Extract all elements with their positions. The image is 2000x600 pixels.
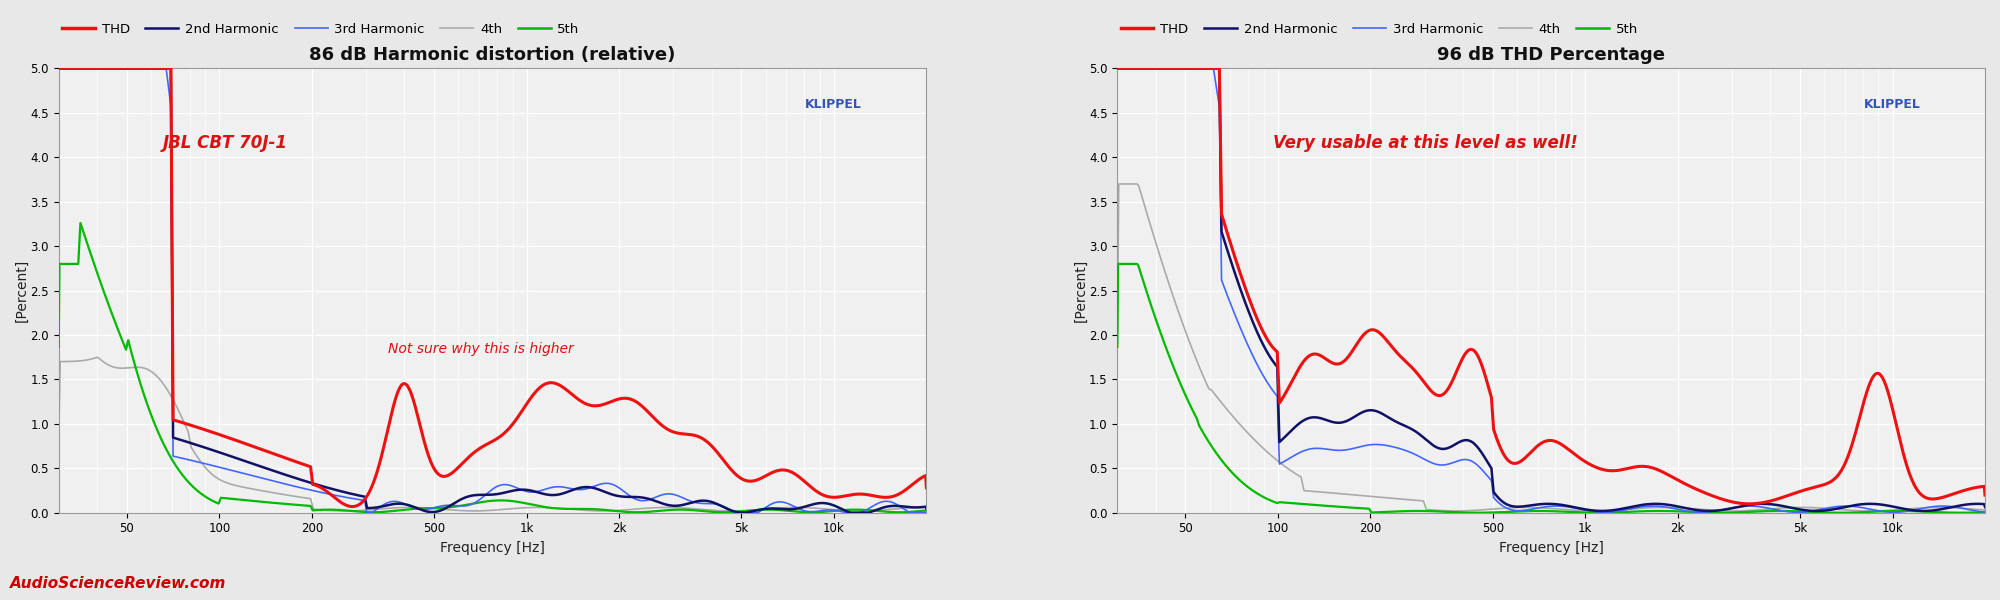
Y-axis label: [Percent]: [Percent] bbox=[1074, 259, 1088, 322]
Text: KLIPPEL: KLIPPEL bbox=[804, 98, 862, 112]
Text: Very usable at this level as well!: Very usable at this level as well! bbox=[1274, 134, 1578, 152]
Legend: THD, 2nd Harmonic, 3rd Harmonic, 4th, 5th: THD, 2nd Harmonic, 3rd Harmonic, 4th, 5t… bbox=[1116, 17, 1644, 41]
Text: KLIPPEL: KLIPPEL bbox=[1864, 98, 1920, 112]
Legend: THD, 2nd Harmonic, 3rd Harmonic, 4th, 5th: THD, 2nd Harmonic, 3rd Harmonic, 4th, 5t… bbox=[56, 17, 584, 41]
Text: Not sure why this is higher: Not sure why this is higher bbox=[388, 342, 574, 356]
Title: 86 dB Harmonic distortion (relative): 86 dB Harmonic distortion (relative) bbox=[310, 46, 676, 64]
Title: 96 dB THD Percentage: 96 dB THD Percentage bbox=[1438, 46, 1666, 64]
Y-axis label: [Percent]: [Percent] bbox=[16, 259, 30, 322]
X-axis label: Frequency [Hz]: Frequency [Hz] bbox=[440, 541, 546, 555]
Text: AudioScienceReview.com: AudioScienceReview.com bbox=[10, 576, 226, 591]
X-axis label: Frequency [Hz]: Frequency [Hz] bbox=[1498, 541, 1604, 555]
Text: JBL CBT 70J-1: JBL CBT 70J-1 bbox=[162, 134, 288, 152]
